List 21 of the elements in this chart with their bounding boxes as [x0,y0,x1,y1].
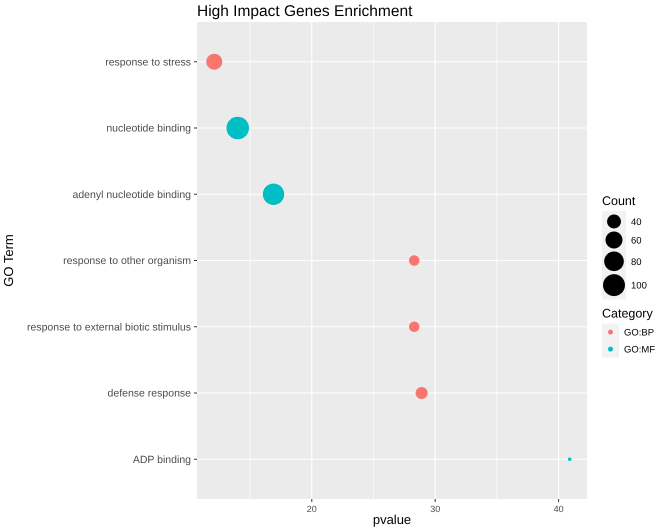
y-tick-label: ADP binding [132,454,192,466]
legend-title: Category [602,306,654,321]
legend-label: GO:MF [624,344,656,356]
legend-label: GO:BP [624,328,654,339]
y-tick-label: response to external biotic stimulus [27,321,191,334]
x-tick-label: 30 [430,504,440,514]
y-tick-label: adenyl nucleotide binding [72,188,192,201]
text: Count [602,194,636,208]
x-tick-label: 20 [306,504,317,514]
chart-title: High Impact Genes Enrichment [197,3,414,20]
y-tick-label: nucleotide binding [106,122,192,134]
legend-label: 100 [631,280,647,292]
legend-label: 60 [631,236,642,246]
legend-label: 80 [631,256,642,268]
y-tick-label: defense response [108,388,192,400]
y-tick-label: response to other organism [63,255,192,267]
legend-label: 40 [631,217,642,228]
y-tick-label: response to stress [105,56,191,68]
x-tick-label: 40 [554,504,564,514]
y-axis-title: GO Term [1,234,16,287]
x-axis-title: pvalue [372,512,412,527]
